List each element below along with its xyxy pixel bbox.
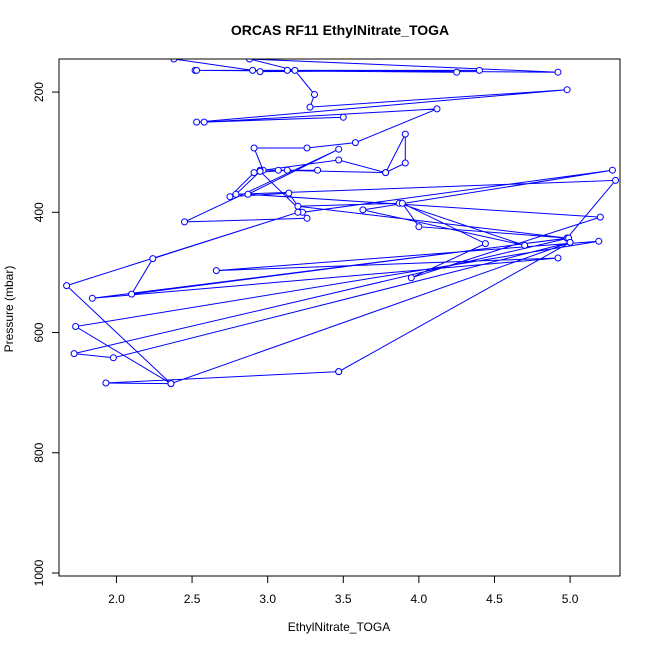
- data-point: [283, 66, 291, 74]
- data-point: [249, 66, 257, 74]
- data-point: [335, 156, 343, 164]
- y-tick-label: 800: [32, 442, 46, 462]
- plot-frame: [58, 58, 621, 577]
- x-tick-label: 4.5: [486, 592, 503, 606]
- data-point: [303, 144, 311, 152]
- data-point: [294, 208, 302, 216]
- x-tick-label: 3.0: [259, 592, 276, 606]
- y-tick-label: 600: [32, 322, 46, 342]
- data-point: [72, 323, 80, 330]
- data-point: [256, 68, 264, 76]
- data-point: [88, 294, 96, 302]
- data-point: [109, 354, 117, 362]
- data-point: [250, 144, 258, 152]
- chart-title: ORCAS RF11 EthylNitrate_TOGA: [231, 22, 449, 38]
- data-point: [311, 91, 318, 98]
- data-point: [481, 240, 489, 248]
- data-point: [554, 254, 562, 262]
- data-point: [274, 166, 282, 174]
- data-point: [212, 267, 220, 275]
- data-point: [244, 190, 252, 198]
- data-point: [596, 213, 604, 221]
- data-point: [256, 167, 264, 175]
- data-point: [351, 139, 359, 147]
- y-tick-label: 200: [32, 82, 46, 102]
- data-point: [563, 86, 571, 94]
- x-tick-label: 5.0: [562, 592, 579, 606]
- data-point: [102, 379, 110, 387]
- data-point: [283, 166, 291, 174]
- data-point: [306, 103, 314, 111]
- data-point: [415, 223, 423, 231]
- data-point: [401, 130, 409, 138]
- data-point: [149, 255, 157, 263]
- data-point: [70, 350, 78, 358]
- data-point: [475, 66, 483, 74]
- x-tick-label: 2.5: [184, 592, 201, 606]
- data-point: [314, 166, 322, 174]
- data-point: [226, 193, 234, 201]
- data-point: [250, 169, 258, 177]
- x-axis: 2.0 2.5 3.0 3.5 4.0 4.5 5.0: [108, 575, 579, 606]
- data-point: [232, 190, 240, 198]
- x-tick-label: 3.5: [335, 592, 352, 606]
- series-layer: [63, 59, 619, 388]
- data-point: [167, 380, 175, 388]
- y-tick-label: 400: [32, 202, 46, 222]
- data-point: [382, 169, 390, 177]
- data-point: [433, 105, 441, 113]
- data-point: [335, 145, 343, 153]
- data-point: [246, 59, 253, 63]
- x-axis-label: EthylNitrate_TOGA: [288, 620, 390, 634]
- data-point: [128, 290, 136, 298]
- x-tick-label: 2.0: [108, 592, 125, 606]
- data-point: [566, 238, 574, 246]
- data-point: [63, 282, 71, 290]
- series-line: [65, 59, 617, 385]
- data-point: [398, 199, 406, 207]
- data-point: [612, 176, 619, 184]
- data-point: [339, 113, 347, 121]
- y-tick-label: 1000: [32, 559, 46, 586]
- y-axis-label: Pressure (mbar): [2, 266, 16, 353]
- data-point: [554, 68, 562, 76]
- data-point: [407, 274, 415, 282]
- data-point: [453, 68, 461, 76]
- data-point: [335, 368, 343, 376]
- data-point: [359, 206, 367, 214]
- data-point: [193, 118, 201, 126]
- data-point: [401, 159, 409, 167]
- data-point: [294, 202, 302, 210]
- data-point: [521, 241, 529, 249]
- data-point: [170, 59, 178, 63]
- data-point: [200, 118, 208, 126]
- data-point: [193, 66, 201, 74]
- x-tick-label: 4.0: [411, 592, 428, 606]
- data-point: [595, 237, 603, 245]
- data-point: [291, 66, 299, 74]
- data-point: [181, 218, 188, 226]
- data-point: [608, 166, 616, 174]
- data-point: [303, 214, 311, 222]
- data-point: [285, 189, 293, 197]
